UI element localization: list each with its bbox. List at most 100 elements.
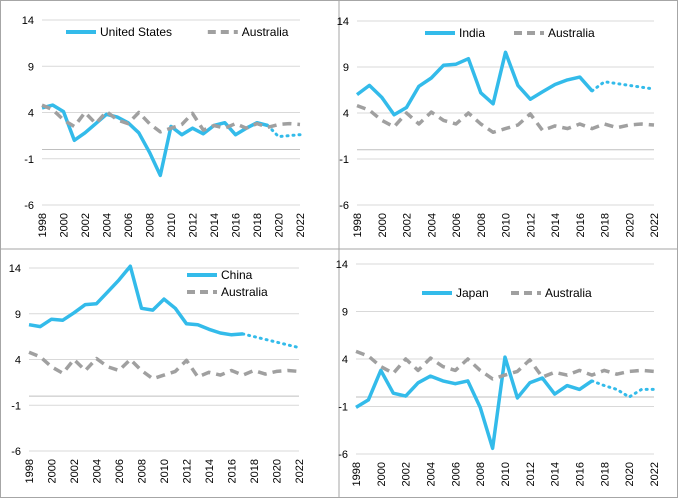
x-tick-label: 2010 xyxy=(501,213,513,237)
x-tick-label: 2000 xyxy=(376,462,388,486)
x-tick-label: 2016 xyxy=(227,459,239,483)
chart-panel-2: -6 -1 4 9 14 1998 2000 2002 2004 2006 2008 2010 2012… xyxy=(337,16,661,237)
series-line-australia xyxy=(28,350,300,381)
y-tick-label: -6 xyxy=(11,446,21,458)
y-tick-label: 14 xyxy=(337,16,349,28)
legend-label: India xyxy=(459,26,485,40)
y-tick-label: 4 xyxy=(15,355,21,367)
y-tick-label: 4 xyxy=(28,108,34,120)
x-tick-label: 2014 xyxy=(209,213,221,237)
x-tick-label: 2010 xyxy=(166,213,178,237)
series-line-india xyxy=(355,50,594,117)
y-tick-label: 4 xyxy=(342,354,348,366)
y-tick-label: -1 xyxy=(339,154,349,166)
series-line-australia xyxy=(41,103,301,134)
x-tick-label: 1998 xyxy=(24,459,36,483)
x-tick-label: 2000 xyxy=(59,213,71,237)
x-tick-label: 2004 xyxy=(426,462,438,486)
x-tick-label: 2010 xyxy=(159,459,171,483)
x-tick-label: 2018 xyxy=(249,459,261,483)
x-tick-label: 2016 xyxy=(575,462,587,486)
y-tick-label: 14 xyxy=(22,15,34,27)
legend: Japan Australia xyxy=(422,286,592,300)
x-tick-label: 2008 xyxy=(475,462,487,486)
x-tick-label: 2006 xyxy=(123,213,135,237)
x-tick-label: 2002 xyxy=(401,462,413,486)
legend-label: Australia xyxy=(545,286,592,300)
series-line-australia xyxy=(356,103,655,135)
x-tick-label: 2008 xyxy=(137,459,149,483)
x-tick-label: 2002 xyxy=(80,213,92,237)
x-tick-label: 2012 xyxy=(188,213,200,237)
y-tick-label: 4 xyxy=(343,108,349,120)
x-tick-label: 2006 xyxy=(450,462,462,486)
chart-panel-3: -6 -1 4 9 14 1998 2000 2002 2004 2006 2008 2010 2012… xyxy=(9,263,306,483)
x-tick-label: 2018 xyxy=(600,213,612,237)
y-tick-label: 9 xyxy=(342,307,348,319)
x-tick-label: 2002 xyxy=(402,213,414,237)
x-tick-label: 2020 xyxy=(624,462,636,486)
x-tick-label: 2012 xyxy=(525,462,537,486)
series-line-china xyxy=(28,264,243,337)
x-tick-label: 2020 xyxy=(272,459,284,483)
chart-panel-4: -6 -1 4 9 14 1998 2000 2002 2004 2006 2008 2010 2012… xyxy=(336,259,661,486)
chart-panel-1: -6 -1 4 9 14 1998 2000 2002 2004 2006 2008 2010 2012… xyxy=(22,15,307,237)
x-tick-label: 2016 xyxy=(231,213,243,237)
x-tick-label: 2020 xyxy=(624,213,636,237)
legend-label: Japan xyxy=(456,286,489,300)
x-tick-label: 2006 xyxy=(114,459,126,483)
x-tick-label: 2008 xyxy=(476,213,488,237)
forecast-line-india xyxy=(590,80,656,93)
legend-label: United States xyxy=(100,25,172,39)
x-tick-label: 2000 xyxy=(377,213,389,237)
y-tick-label: 14 xyxy=(9,263,21,275)
x-tick-label: 2000 xyxy=(47,459,59,483)
x-tick-label: 2004 xyxy=(102,213,114,237)
y-tick-label: 14 xyxy=(336,259,348,271)
legend: United States Australia xyxy=(66,25,289,39)
series-line-united-states xyxy=(41,103,269,178)
legend-label: China xyxy=(221,268,253,282)
x-tick-label: 2022 xyxy=(649,462,661,486)
x-tick-label: 2020 xyxy=(274,213,286,237)
x-tick-label: 2014 xyxy=(550,462,562,486)
y-tick-label: -1 xyxy=(338,402,348,414)
legend: India Australia xyxy=(425,26,595,40)
forecast-line-japan xyxy=(590,379,656,399)
x-tick-label: 2022 xyxy=(649,213,661,237)
y-tick-label: -1 xyxy=(11,400,21,412)
y-tick-label: 9 xyxy=(28,61,34,73)
y-tick-label: 9 xyxy=(15,309,21,321)
x-tick-label: 2002 xyxy=(69,459,81,483)
x-tick-label: 2022 xyxy=(294,459,306,483)
legend-label: Australia xyxy=(221,285,268,299)
series-line-japan xyxy=(355,355,593,451)
x-tick-label: 2016 xyxy=(575,213,587,237)
legend: China Australia xyxy=(187,268,268,299)
y-tick-label: 9 xyxy=(343,62,349,74)
x-tick-label: 2004 xyxy=(426,213,438,237)
x-tick-label: 2022 xyxy=(295,213,307,237)
forecast-line-china xyxy=(241,332,301,350)
legend-label: Australia xyxy=(548,26,595,40)
y-tick-label: -1 xyxy=(24,154,34,166)
forecast-line-united-states xyxy=(266,124,302,139)
x-tick-label: 2012 xyxy=(182,459,194,483)
x-tick-label: 2006 xyxy=(451,213,463,237)
x-tick-label: 2004 xyxy=(92,459,104,483)
y-tick-label: -6 xyxy=(338,449,348,461)
x-tick-label: 2008 xyxy=(145,213,157,237)
x-tick-label: 2010 xyxy=(500,462,512,486)
x-tick-label: 2014 xyxy=(550,213,562,237)
x-tick-label: 1998 xyxy=(37,213,49,237)
series-line-australia xyxy=(355,349,655,381)
y-tick-label: -6 xyxy=(339,200,349,212)
x-tick-label: 2014 xyxy=(204,459,216,483)
x-tick-label: 2018 xyxy=(599,462,611,486)
x-tick-label: 1998 xyxy=(352,213,364,237)
x-tick-label: 2012 xyxy=(525,213,537,237)
x-tick-label: 2018 xyxy=(252,213,264,237)
y-tick-label: -6 xyxy=(24,200,34,212)
legend-label: Australia xyxy=(242,25,289,39)
